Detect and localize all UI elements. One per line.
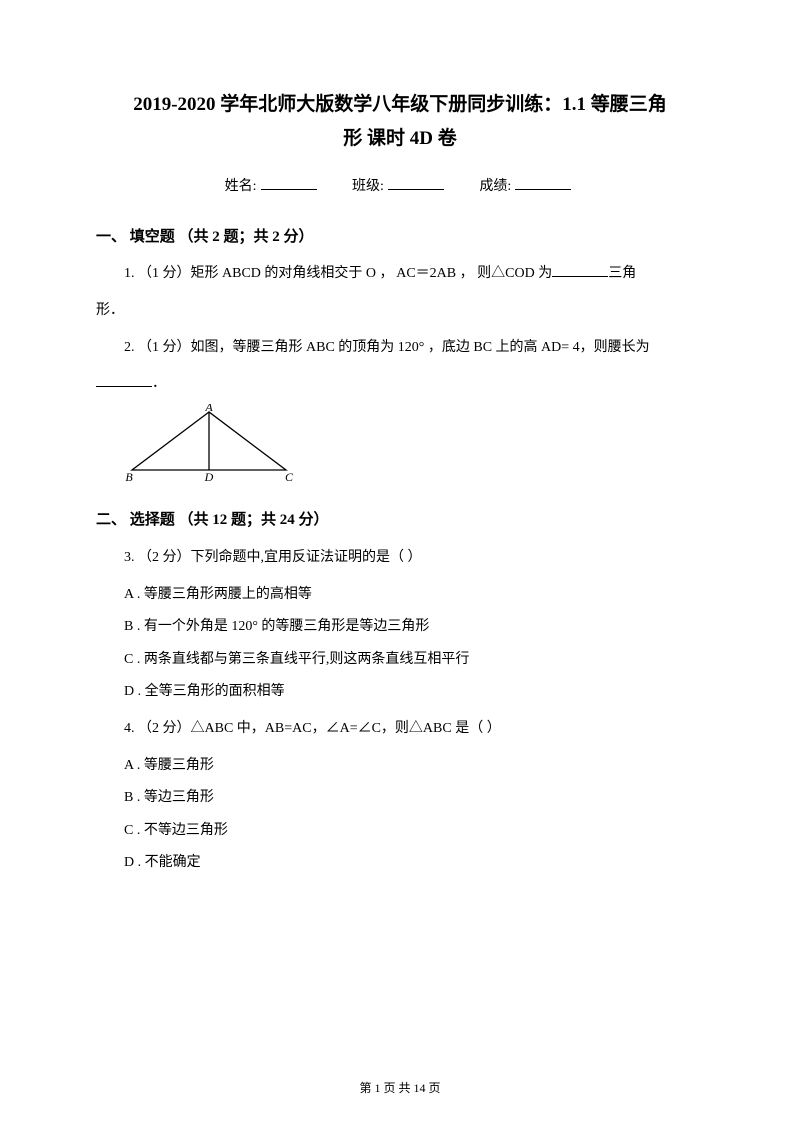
- q2-text-b: ．: [152, 376, 166, 391]
- class-label: 班级:: [352, 179, 384, 194]
- page: 2019-2020 学年北师大版数学八年级下册同步训练：1.1 等腰三角 形 课…: [0, 0, 800, 877]
- title-line-1: 2019-2020 学年北师大版数学八年级下册同步训练：1.1 等腰三角: [96, 88, 704, 122]
- q1-text-b: 三角: [608, 266, 636, 281]
- label-D: D: [204, 470, 214, 482]
- name-label: 姓名:: [225, 179, 257, 194]
- q4-option-b: B . 等边三角形: [124, 785, 704, 812]
- title-line-2: 形 课时 4D 卷: [96, 122, 704, 156]
- question-2: 2. （1 分）如图，等腰三角形 ABC 的顶角为 120° ，底边 BC 上的…: [124, 335, 704, 362]
- page-footer: 第 1 页 共 14 页: [0, 1079, 800, 1096]
- q3-option-b: B . 有一个外角是 120° 的等腰三角形是等边三角形: [124, 614, 704, 641]
- section-1-heading: 一、 填空题 （共 2 题；共 2 分）: [96, 223, 704, 252]
- q2-blank[interactable]: [96, 372, 152, 387]
- label-A: A: [204, 404, 213, 414]
- title: 2019-2020 学年北师大版数学八年级下册同步训练：1.1 等腰三角 形 课…: [96, 88, 704, 156]
- score-blank[interactable]: [515, 175, 571, 190]
- q3-option-a: A . 等腰三角形两腰上的高相等: [124, 582, 704, 609]
- q1-blank[interactable]: [552, 262, 608, 277]
- q3-option-d: D . 全等三角形的面积相等: [124, 679, 704, 706]
- label-C: C: [285, 470, 294, 482]
- q3-option-c: C . 两条直线都与第三条直线平行,则这两条直线互相平行: [124, 647, 704, 674]
- q2-line2: ．: [96, 371, 704, 398]
- score-label: 成绩:: [479, 179, 511, 194]
- q1-text-c: 形．: [96, 298, 704, 325]
- label-B: B: [125, 470, 133, 482]
- question-4: 4. （2 分）△ABC 中，AB=AC，∠A=∠C，则△ABC 是（ ）: [124, 716, 704, 743]
- triangle-figure: A B D C: [124, 404, 704, 493]
- question-3: 3. （2 分）下列命题中,宜用反证法证明的是（ ）: [124, 545, 704, 572]
- question-1: 1. （1 分）矩形 ABCD 的对角线相交于 O ， AC＝2AB ， 则△C…: [124, 261, 704, 288]
- q1-text-a: 1. （1 分）矩形 ABCD 的对角线相交于 O ， AC＝2AB ， 则△C…: [124, 266, 552, 281]
- meta-line: 姓名: 班级: 成绩:: [96, 174, 704, 201]
- q4-option-d: D . 不能确定: [124, 850, 704, 877]
- section-2-heading: 二、 选择题 （共 12 题；共 24 分）: [96, 506, 704, 535]
- q4-option-c: C . 不等边三角形: [124, 818, 704, 845]
- name-blank[interactable]: [261, 175, 317, 190]
- class-blank[interactable]: [388, 175, 444, 190]
- q2-text-a: 2. （1 分）如图，等腰三角形 ABC 的顶角为 120° ，底边 BC 上的…: [124, 340, 650, 355]
- q4-option-a: A . 等腰三角形: [124, 753, 704, 780]
